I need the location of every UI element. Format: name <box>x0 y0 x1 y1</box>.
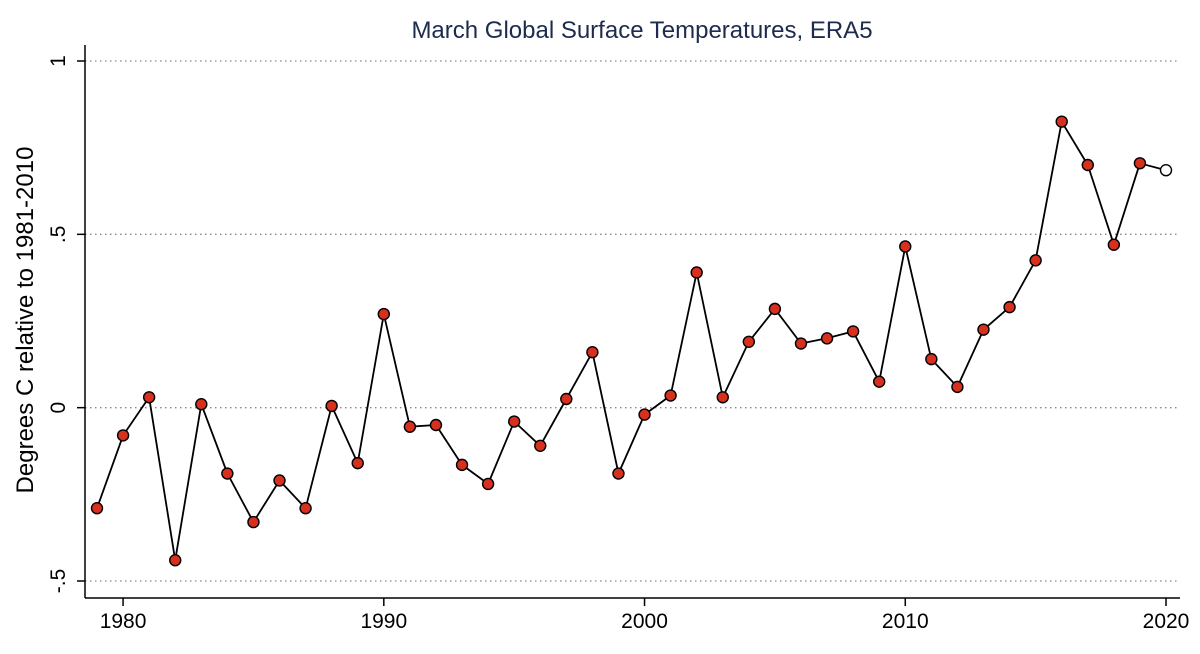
data-point <box>820 332 834 345</box>
data-point <box>560 392 573 406</box>
data-point <box>768 302 782 316</box>
data-point <box>899 240 912 253</box>
x-tick-label: 2020 <box>1143 610 1190 633</box>
data-point <box>481 477 495 491</box>
gridlines <box>85 60 1180 582</box>
data-point <box>403 420 417 433</box>
data-point <box>638 408 651 421</box>
data-point <box>716 391 729 404</box>
y-tick-label: 0 <box>47 402 70 414</box>
x-tick-label: 2010 <box>882 610 929 633</box>
data-point <box>534 439 547 452</box>
data-point <box>325 399 338 413</box>
data-point <box>429 418 443 432</box>
data-point <box>690 266 703 279</box>
data-point <box>586 346 599 359</box>
x-tick-label: 1980 <box>100 610 147 633</box>
data-point <box>169 554 182 567</box>
y-tick-label: .5 <box>47 226 70 244</box>
y-tick-label: -.5 <box>47 569 70 594</box>
data-point <box>507 415 521 428</box>
data-point <box>1003 300 1016 314</box>
data-points <box>90 115 1173 567</box>
data-point <box>1029 254 1042 267</box>
data-point <box>1133 157 1147 170</box>
data-point <box>977 323 990 336</box>
data-point <box>925 352 938 366</box>
y-axis-label: Degrees C relative to 1981-2010 <box>12 147 39 494</box>
y-tick-label: 1 <box>47 55 70 67</box>
data-point <box>351 456 364 470</box>
data-point <box>221 467 234 480</box>
data-point <box>872 375 886 388</box>
data-point <box>455 458 469 472</box>
axes: -.5 0 .5 1 1980 1990 2000 2010 2020 <box>47 45 1189 633</box>
data-point <box>1159 163 1173 177</box>
data-point <box>273 474 286 487</box>
data-point <box>794 337 808 350</box>
data-point <box>90 502 104 515</box>
x-tick-label: 2000 <box>621 610 668 633</box>
data-point <box>1081 158 1094 172</box>
data-point <box>142 391 156 404</box>
data-point <box>1107 238 1121 251</box>
data-point <box>742 335 756 348</box>
chart-title: March Global Surface Temperatures, ERA5 <box>411 17 872 44</box>
series-line-layer <box>96 120 1167 562</box>
data-point <box>846 325 860 338</box>
data-point <box>116 429 130 442</box>
data-point <box>612 467 625 480</box>
data-point <box>1055 115 1068 128</box>
data-point <box>664 389 677 402</box>
x-tick-label: 1990 <box>360 610 407 633</box>
series-line <box>96 120 1167 562</box>
data-point <box>195 398 208 411</box>
data-point <box>247 515 260 529</box>
data-point <box>299 502 312 515</box>
data-point <box>377 307 391 321</box>
data-point <box>951 380 964 394</box>
